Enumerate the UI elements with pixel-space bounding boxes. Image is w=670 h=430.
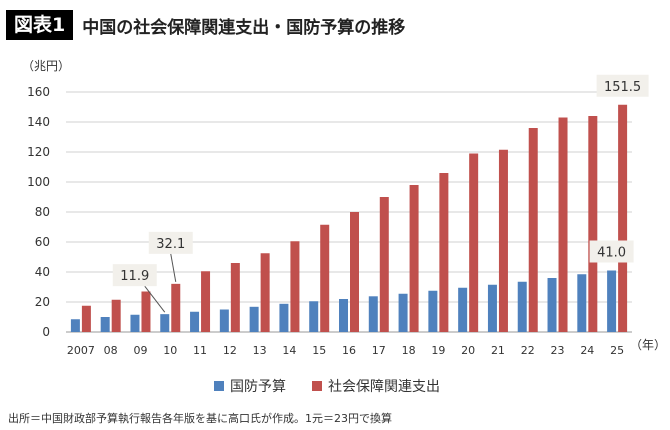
y-tick-label: 0 bbox=[42, 325, 50, 339]
chart-header: 図表1 中国の社会保障関連支出・国防予算の推移 bbox=[6, 10, 405, 40]
social-bar bbox=[409, 185, 419, 332]
data-label: 41.0 bbox=[597, 246, 626, 261]
defense-bar bbox=[577, 274, 587, 332]
social-bar bbox=[588, 116, 598, 332]
chart-legend: 国防予算 社会保障関連支出 bbox=[214, 376, 466, 396]
y-tick-label: 140 bbox=[27, 115, 50, 129]
data-label: 11.9 bbox=[120, 269, 149, 284]
social-bar bbox=[230, 263, 240, 332]
x-tick-label: 23 bbox=[551, 344, 565, 357]
y-tick-label: 20 bbox=[35, 295, 50, 309]
social-bar bbox=[350, 212, 359, 332]
x-tick-label: 16 bbox=[342, 344, 356, 357]
social-bar bbox=[260, 253, 270, 332]
legend-item-social: 社会保障関連支出 bbox=[312, 376, 440, 396]
defense-bar bbox=[309, 301, 319, 332]
chart-title: 中国の社会保障関連支出・国防予算の推移 bbox=[82, 17, 406, 38]
y-axis-unit: （兆円） bbox=[22, 59, 71, 73]
x-tick-label: 22 bbox=[521, 344, 535, 357]
social-bar bbox=[469, 153, 479, 332]
y-tick-label: 120 bbox=[27, 145, 50, 159]
annotation-box bbox=[112, 264, 157, 287]
data-label: 32.1 bbox=[156, 237, 185, 252]
defense-bar bbox=[130, 314, 140, 332]
source-note: 出所＝中国財政部予算執行報告各年版を基に高口氏が作成。1元＝23円で換算 bbox=[8, 412, 392, 425]
x-tick-label: 12 bbox=[223, 344, 237, 357]
social-bar bbox=[618, 104, 628, 332]
social-bar bbox=[111, 299, 121, 332]
annotation-box bbox=[148, 231, 193, 254]
defense-bar bbox=[398, 293, 408, 332]
defense-bar bbox=[458, 287, 468, 332]
legend-swatch-social bbox=[312, 381, 322, 391]
defense-bar bbox=[428, 290, 438, 332]
defense-bar bbox=[339, 299, 348, 332]
x-tick-label: 2007 bbox=[67, 344, 95, 357]
x-tick-label: 25 bbox=[610, 344, 624, 357]
defense-bar bbox=[607, 270, 617, 332]
social-bar bbox=[320, 224, 330, 332]
x-tick-label: 17 bbox=[372, 344, 386, 357]
x-tick-label: 20 bbox=[461, 344, 475, 357]
defense-bar bbox=[368, 296, 378, 332]
y-tick-label: 60 bbox=[35, 235, 50, 249]
defense-bar bbox=[487, 284, 497, 332]
defense-bar bbox=[160, 314, 170, 332]
defense-bar bbox=[100, 317, 110, 332]
social-bar bbox=[498, 149, 508, 332]
x-tick-label: 24 bbox=[580, 344, 594, 357]
legend-label-defense: 国防予算 bbox=[230, 379, 286, 395]
x-tick-label: 18 bbox=[402, 344, 416, 357]
social-bar bbox=[379, 197, 389, 332]
social-bar bbox=[439, 173, 449, 332]
annotation-box bbox=[596, 74, 649, 97]
annotation-box bbox=[589, 240, 634, 263]
x-tick-label: 08 bbox=[104, 344, 118, 357]
y-tick-label: 160 bbox=[27, 85, 50, 99]
y-tick-label: 80 bbox=[35, 205, 50, 219]
social-bar bbox=[290, 241, 300, 332]
social-bar bbox=[201, 271, 211, 332]
legend-item-defense: 国防予算 bbox=[214, 376, 286, 396]
defense-bar bbox=[547, 278, 557, 332]
y-tick-label: 100 bbox=[27, 175, 50, 189]
x-tick-label: 11 bbox=[193, 344, 207, 357]
x-tick-label: 14 bbox=[282, 344, 296, 357]
social-bar bbox=[558, 117, 568, 332]
y-tick-label: 40 bbox=[35, 265, 50, 279]
data-label: 151.5 bbox=[604, 80, 641, 95]
x-tick-label: 13 bbox=[253, 344, 267, 357]
x-tick-label: 09 bbox=[133, 344, 147, 357]
defense-bar bbox=[70, 319, 80, 332]
social-bar bbox=[81, 305, 91, 332]
defense-bar bbox=[190, 311, 200, 332]
social-bar bbox=[171, 283, 181, 332]
annotation-leader bbox=[144, 285, 166, 313]
legend-swatch-defense bbox=[214, 381, 224, 391]
x-tick-label: 19 bbox=[431, 344, 445, 357]
x-tick-label: 21 bbox=[491, 344, 505, 357]
legend-label-social: 社会保障関連支出 bbox=[328, 379, 440, 395]
defense-bar bbox=[279, 303, 289, 332]
social-bar bbox=[528, 128, 538, 332]
defense-bar bbox=[219, 309, 229, 332]
x-axis-unit: （年） bbox=[630, 338, 667, 352]
defense-bar bbox=[249, 306, 259, 332]
x-tick-label: 10 bbox=[163, 344, 177, 357]
x-tick-label: 15 bbox=[312, 344, 326, 357]
defense-bar bbox=[517, 281, 527, 332]
figure-tag: 図表1 bbox=[6, 10, 74, 40]
social-bar bbox=[141, 291, 151, 332]
annotation-leader bbox=[170, 253, 177, 282]
